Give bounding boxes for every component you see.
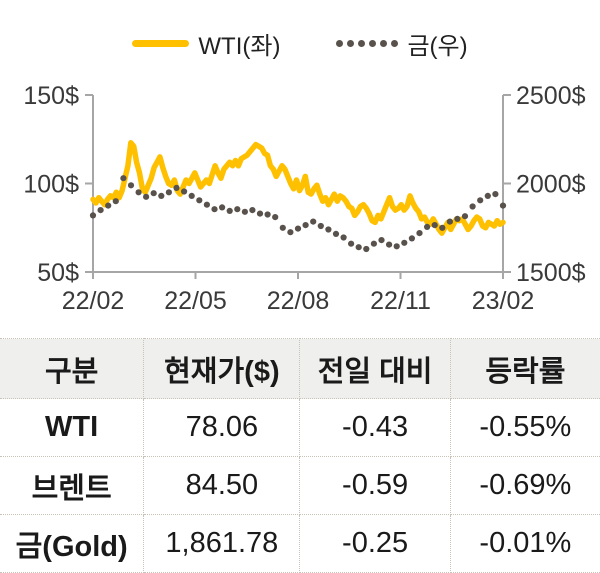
table-row-gold: 금(Gold) 1,861.78 -0.25 -0.01% bbox=[0, 514, 600, 573]
gold-dots-swatch bbox=[336, 40, 399, 47]
svg-text:23/02: 23/02 bbox=[472, 287, 535, 315]
col-header-category: 구분 bbox=[0, 338, 145, 399]
legend-label-gold: 금(우) bbox=[407, 33, 468, 60]
svg-text:50$: 50$ bbox=[37, 259, 79, 287]
svg-text:150$: 150$ bbox=[23, 82, 79, 110]
svg-text:22/05: 22/05 bbox=[164, 287, 227, 315]
legend-item-wti: WTI(좌) bbox=[132, 26, 280, 61]
svg-text:22/08: 22/08 bbox=[267, 287, 330, 315]
brent-pct-change: -0.69% bbox=[449, 456, 600, 515]
wti-change: -0.43 bbox=[299, 398, 451, 457]
wti-price: 78.06 bbox=[143, 398, 301, 457]
row-label-wti: WTI bbox=[0, 398, 145, 457]
price-chart-section: 50$ 100$ 150$ 1500$ 2000$ 2500$ 22/02 22/05 22/0… bbox=[0, 26, 600, 315]
gold-price: 1,861.78 bbox=[143, 514, 301, 573]
legend-item-gold: 금(우) bbox=[336, 26, 468, 61]
table-header-row: 구분 현재가($) 전일 대비 등락률 bbox=[0, 338, 600, 399]
svg-text:22/02: 22/02 bbox=[62, 287, 125, 315]
svg-text:100$: 100$ bbox=[23, 171, 79, 199]
row-label-gold: 금(Gold) bbox=[0, 514, 145, 573]
brent-price: 84.50 bbox=[143, 456, 301, 515]
row-label-brent: 브렌트 bbox=[0, 456, 145, 515]
wti-line-swatch bbox=[132, 40, 190, 47]
svg-text:22/11: 22/11 bbox=[370, 287, 431, 315]
gold-change: -0.25 bbox=[299, 514, 451, 573]
col-header-change: 전일 대비 bbox=[299, 338, 451, 399]
table-row-brent: 브렌트 84.50 -0.59 -0.69% bbox=[0, 456, 600, 515]
brent-change: -0.59 bbox=[299, 456, 451, 515]
col-header-price: 현재가($) bbox=[143, 338, 301, 399]
price-table: 구분 현재가($) 전일 대비 등락률 WTI 78.06 -0.43 -0.5… bbox=[0, 338, 600, 573]
legend-label-wti: WTI(좌) bbox=[198, 33, 281, 60]
wti-pct-change: -0.55% bbox=[449, 398, 600, 457]
svg-text:2000$: 2000$ bbox=[516, 171, 586, 199]
svg-text:1500$: 1500$ bbox=[516, 259, 586, 287]
wti-gold-chart: 50$ 100$ 150$ 1500$ 2000$ 2500$ 22/02 22/05 22/0… bbox=[23, 82, 586, 315]
svg-text:2500$: 2500$ bbox=[516, 82, 586, 110]
gold-pct-change: -0.01% bbox=[449, 514, 600, 573]
col-header-pct-change: 등락률 bbox=[449, 338, 600, 399]
table-row-wti: WTI 78.06 -0.43 -0.55% bbox=[0, 398, 600, 457]
chart-legend: WTI(좌) 금(우) bbox=[0, 26, 600, 61]
